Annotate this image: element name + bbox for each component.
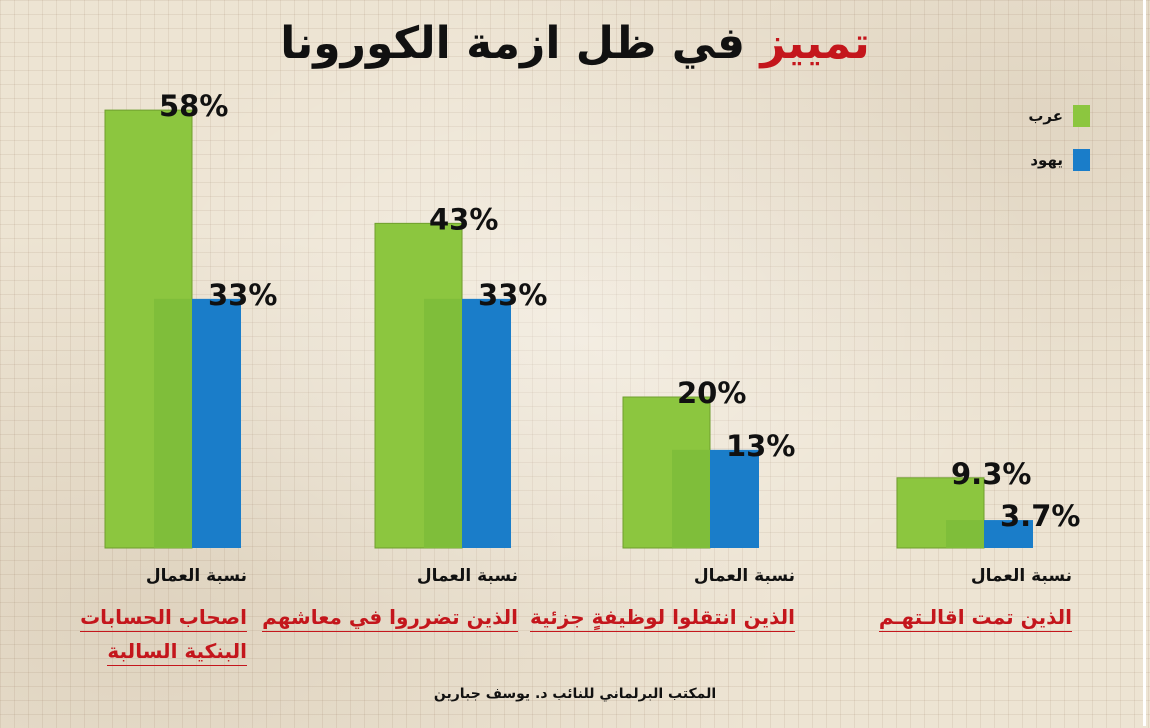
legend-label-jews: يهود: [1030, 151, 1063, 169]
value-label-jews: 3.7%: [1000, 499, 1080, 533]
title-rest: في ظل ازمة الكورونا: [280, 18, 746, 69]
legend-swatch-jews: [1073, 149, 1090, 171]
bar-jews: [984, 520, 1033, 548]
caption-top: نسبة العمال: [970, 566, 1072, 586]
caption-group-3: نسبة العمال الذين انتقلوا لوظيفةٍ جزئية: [529, 566, 795, 634]
bar-overlap: [946, 520, 984, 548]
value-label-jews: 13%: [726, 429, 795, 463]
bar-overlap: [154, 298, 192, 548]
bar-overlap: [424, 298, 462, 548]
legend-item-arabs: عرب: [1028, 105, 1090, 127]
caption-line: اصحاب الحسابات: [80, 600, 247, 634]
legend-item-jews: يهود: [1030, 149, 1090, 171]
bar-jews: [462, 298, 511, 548]
caption-line: الذين تمت اقالـتهـم: [878, 600, 1072, 634]
legend-label-arabs: عرب: [1028, 107, 1063, 125]
caption-group-4: نسبة العمال الذين تمت اقالـتهـم: [878, 566, 1072, 634]
value-label-arabs: 9.3%: [951, 457, 1031, 491]
value-label-jews: 33%: [208, 278, 277, 312]
chart-title: تمييز في ظل ازمة الكورونا: [0, 18, 1150, 69]
caption-line: البنكية السالبة: [80, 634, 247, 668]
value-label-arabs: 43%: [429, 202, 498, 236]
caption-top: نسبة العمال: [693, 566, 795, 586]
caption-top: نسبة العمال: [416, 566, 518, 586]
caption-group-1: نسبة العمال اصحاب الحسابات البنكية السال…: [80, 566, 247, 668]
bar-jews: [710, 449, 759, 548]
bar-overlap: [672, 449, 710, 548]
caption-group-2: نسبة العمال الذين تضرروا في معاشهم: [262, 566, 518, 634]
title-highlight: تمييز: [760, 18, 870, 69]
caption-line: الذين تضرروا في معاشهم: [262, 600, 518, 634]
value-label-arabs: 20%: [677, 376, 746, 410]
value-label-jews: 33%: [478, 278, 547, 312]
value-label-arabs: 58%: [159, 89, 228, 123]
footer-credit: المكتب البرلماني للنائب د. يوسف جبارين: [433, 686, 717, 702]
caption-top: نسبة العمال: [145, 566, 247, 586]
bar-jews: [192, 298, 241, 548]
legend-swatch-arabs: [1073, 105, 1090, 127]
caption-line: الذين انتقلوا لوظيفةٍ جزئية: [529, 600, 795, 634]
